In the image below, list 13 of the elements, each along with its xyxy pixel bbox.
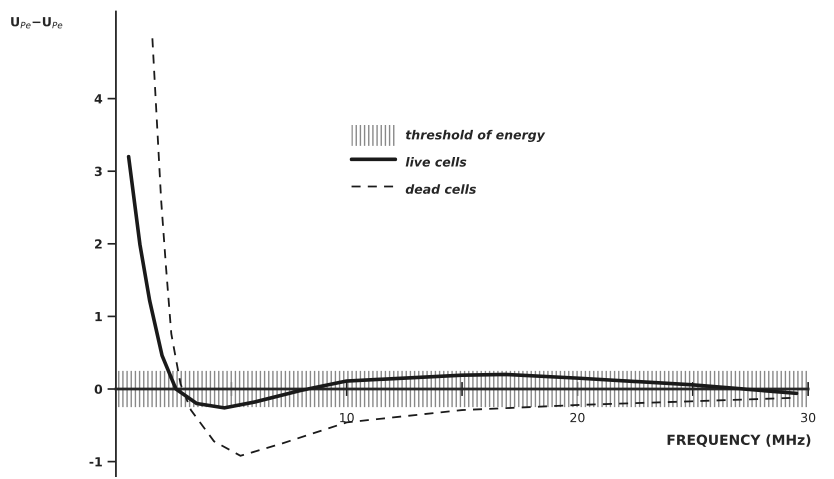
legend-label: dead cells [406, 184, 476, 194]
legend-label: live cells [406, 157, 466, 167]
legend-label: threshold of energy [406, 130, 546, 142]
x-tick-label: 20 [570, 412, 585, 422]
y-tick-label: 4 [94, 94, 102, 104]
y-tick-label: 0 [94, 384, 102, 394]
x-axis-title: FREQUENCY (MHz) [668, 434, 810, 447]
y-tick-label: 3 [94, 166, 102, 176]
y-tick-label: 2 [95, 239, 102, 249]
x-tick-label: 30 [801, 412, 816, 422]
y-tick-label: 1 [95, 312, 102, 322]
y-axis-title: U$_{Pe}$−U$_{Pe}$ [11, 17, 62, 28]
y-tick-label: -1 [90, 457, 102, 466]
